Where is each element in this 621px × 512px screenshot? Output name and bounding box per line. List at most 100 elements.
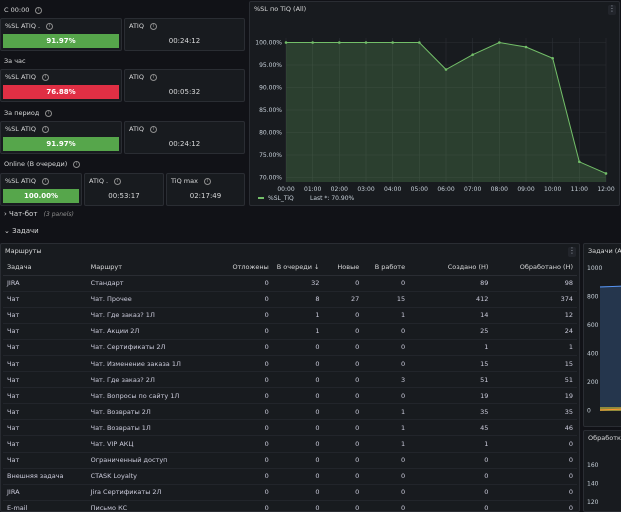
cell-postponed: 0 [227, 371, 273, 389]
row-tasks[interactable]: ⌄ Задачи [4, 227, 39, 235]
cell-new: 0 [323, 307, 364, 324]
series-point [578, 160, 581, 164]
stat-panel-tiq-max[interactable]: TiQ max i 02:17:49 [166, 173, 245, 206]
series-point [471, 53, 474, 56]
stat-value: 00:24:12 [168, 37, 201, 45]
processing-panel[interactable]: Обработка 160140120100 [583, 430, 621, 512]
stat-panel-atiq-period[interactable]: ATIQ i 00:24:12 [124, 121, 245, 154]
cell-in-queue: 0 [272, 435, 324, 453]
stat-label: %SL ATIQ [5, 177, 36, 185]
cell-in-work: 0 [363, 355, 410, 373]
tasks-line-blue [599, 285, 621, 288]
table-row[interactable]: E-mail Письмо КС 0 0 0 0 0 0 [3, 500, 577, 511]
cell-in-work: 0 [363, 500, 410, 511]
info-icon[interactable]: i [35, 6, 43, 14]
tasks-all-chart: 1000 800 600 400 200 0 [587, 265, 621, 415]
y-tick-label: 95.00% [259, 62, 282, 69]
col-header-in-queue[interactable]: В очереди ↓ [272, 259, 324, 276]
cell-processed: 0 [492, 435, 577, 453]
table-row[interactable]: Чат Чат. Изменение заказа 1Л 0 0 0 0 15 15 [3, 355, 577, 373]
table-row[interactable]: Чат Чат. Вопросы по сайту 1Л 0 0 0 0 19 19 [3, 387, 577, 405]
series-point [444, 68, 448, 71]
cell-in-work: 0 [363, 275, 410, 292]
series-point [524, 45, 528, 49]
x-tick-label: 01:00 [304, 186, 321, 193]
col-header-postponed[interactable]: Отложены [227, 259, 273, 276]
table-row[interactable]: Чат Ограниченный доступ 0 0 0 0 0 0 [3, 452, 577, 469]
series-point [364, 41, 368, 44]
stat-value: 91.97% [3, 137, 119, 151]
stat-panel-sl-atiq-today[interactable]: %SL ATIQ . i 91.97% [0, 18, 122, 51]
stat-value: 00:53:17 [108, 192, 140, 200]
row-chat-bot[interactable]: › Чат-бот (3 panels) [4, 210, 74, 218]
cell-postponed: 0 [227, 387, 273, 405]
x-tick-label: 02:00 [331, 186, 348, 193]
cell-in-work: 0 [363, 484, 410, 501]
cell-route: Чат. Прочее [86, 291, 228, 308]
table-row[interactable]: Чат Чат. Возвраты 1Л 0 0 0 1 45 46 [3, 419, 577, 437]
cell-in-queue: 1 [272, 307, 324, 324]
info-icon[interactable]: i [73, 160, 81, 168]
stat-panel-atiq-today[interactable]: ATIQ i 00:24:12 [124, 18, 245, 51]
table-row[interactable]: Чат Чат. Прочее 0 8 27 15 412 374 [3, 291, 577, 308]
cell-route: Jira Сертификаты 2Л [86, 484, 228, 501]
table-row[interactable]: Внешняя задача CTASK Loyalty 0 0 0 0 0 0 [3, 468, 577, 485]
stat-panel-sl-atiq-hour[interactable]: %SL ATIQ i 76.88% [0, 69, 122, 102]
series-point [338, 41, 341, 44]
col-header-task[interactable]: Задача [3, 259, 87, 276]
table-row[interactable]: Чат Чат. Где заказ? 2Л 0 0 0 3 51 51 [3, 371, 577, 389]
cell-processed: 35 [492, 403, 577, 421]
routes-table-panel[interactable]: Маршруты ⋮ Задача Маршрут Отложены В оче… [0, 243, 580, 512]
info-icon[interactable]: i [149, 73, 157, 81]
cell-route: Ограниченный доступ [86, 452, 228, 469]
cell-in-queue: 32 [272, 275, 324, 292]
stat-panel-sl-atiq-online[interactable]: %SL ATIQ i 100.00% [0, 173, 82, 206]
cell-task: Чат [3, 323, 87, 340]
col-header-new[interactable]: Новые [323, 259, 364, 276]
info-icon[interactable]: i [149, 125, 157, 133]
table-row[interactable]: JIRA Стандарт 0 32 0 0 89 98 [3, 275, 577, 292]
stat-label: ATIQ [129, 73, 144, 81]
cell-processed: 0 [492, 468, 577, 485]
table-row[interactable]: JIRA Jira Сертификаты 2Л 0 0 0 0 0 0 [3, 484, 577, 501]
table-row[interactable]: Чат Чат. Возвраты 2Л 0 0 0 1 35 35 [3, 403, 577, 421]
table-row[interactable]: Чат Чат. VIP АКЦ 0 0 0 1 1 0 [3, 435, 577, 453]
graph-panel-sl-tiq[interactable]: %SL по TiQ (All) ⋮ 100.00% 95.00% 90.00% 85… [249, 1, 620, 206]
col-header-in-work[interactable]: В работе [363, 259, 410, 276]
series-point [391, 41, 394, 44]
stat-panel-atiq-hour[interactable]: ATIQ i 00:05:32 [124, 69, 245, 102]
cell-route: Чат. Возвраты 1Л [86, 419, 228, 437]
y-tick-label: 600 [587, 322, 599, 329]
y-tick-label: 160 [587, 462, 599, 469]
cell-task: E-mail [3, 500, 87, 511]
stat-panel-atiq-online[interactable]: ATIQ . i 00:53:17 [84, 173, 164, 206]
col-header-processed[interactable]: Обработано (Н) [492, 259, 577, 276]
info-icon[interactable]: i [41, 177, 49, 185]
info-icon[interactable]: i [41, 125, 49, 133]
y-tick-label: 100.00% [255, 40, 282, 47]
stat-panel-sl-atiq-period[interactable]: %SL ATIQ i 91.97% [0, 121, 122, 154]
info-icon[interactable]: i [46, 22, 54, 30]
cell-route: Чат. Акции 2Л [86, 323, 228, 340]
cell-new: 0 [323, 403, 364, 421]
info-icon[interactable]: i [45, 109, 53, 117]
panel-menu-icon[interactable]: ⋮ [608, 4, 616, 15]
table-row[interactable]: Чат Чат. Где заказ? 1Л 0 1 0 1 14 12 [3, 307, 577, 324]
cell-processed: 12 [492, 307, 577, 324]
info-icon[interactable]: i [114, 177, 122, 185]
cell-new: 0 [323, 387, 364, 405]
cell-created: 0 [409, 468, 493, 485]
cell-postponed: 0 [227, 355, 273, 373]
table-row[interactable]: Чат Чат. Сертификаты 2Л 0 0 0 0 1 1 [3, 339, 577, 356]
tasks-all-panel[interactable]: Задачи (All) 1000 800 600 400 200 0 [583, 243, 621, 427]
panel-menu-icon[interactable]: ⋮ [568, 246, 576, 257]
info-icon[interactable]: i [41, 73, 49, 81]
info-icon[interactable]: i [149, 22, 157, 30]
legend-name[interactable]: %SL_TiQ [268, 195, 294, 202]
x-tick-label: 11:00 [571, 186, 588, 193]
info-icon[interactable]: i [203, 177, 211, 185]
cell-processed: 374 [492, 291, 577, 308]
col-header-route[interactable]: Маршрут [86, 259, 228, 276]
table-row[interactable]: Чат Чат. Акции 2Л 0 1 0 0 25 24 [3, 323, 577, 340]
col-header-created[interactable]: Создано (Н) [409, 259, 493, 276]
